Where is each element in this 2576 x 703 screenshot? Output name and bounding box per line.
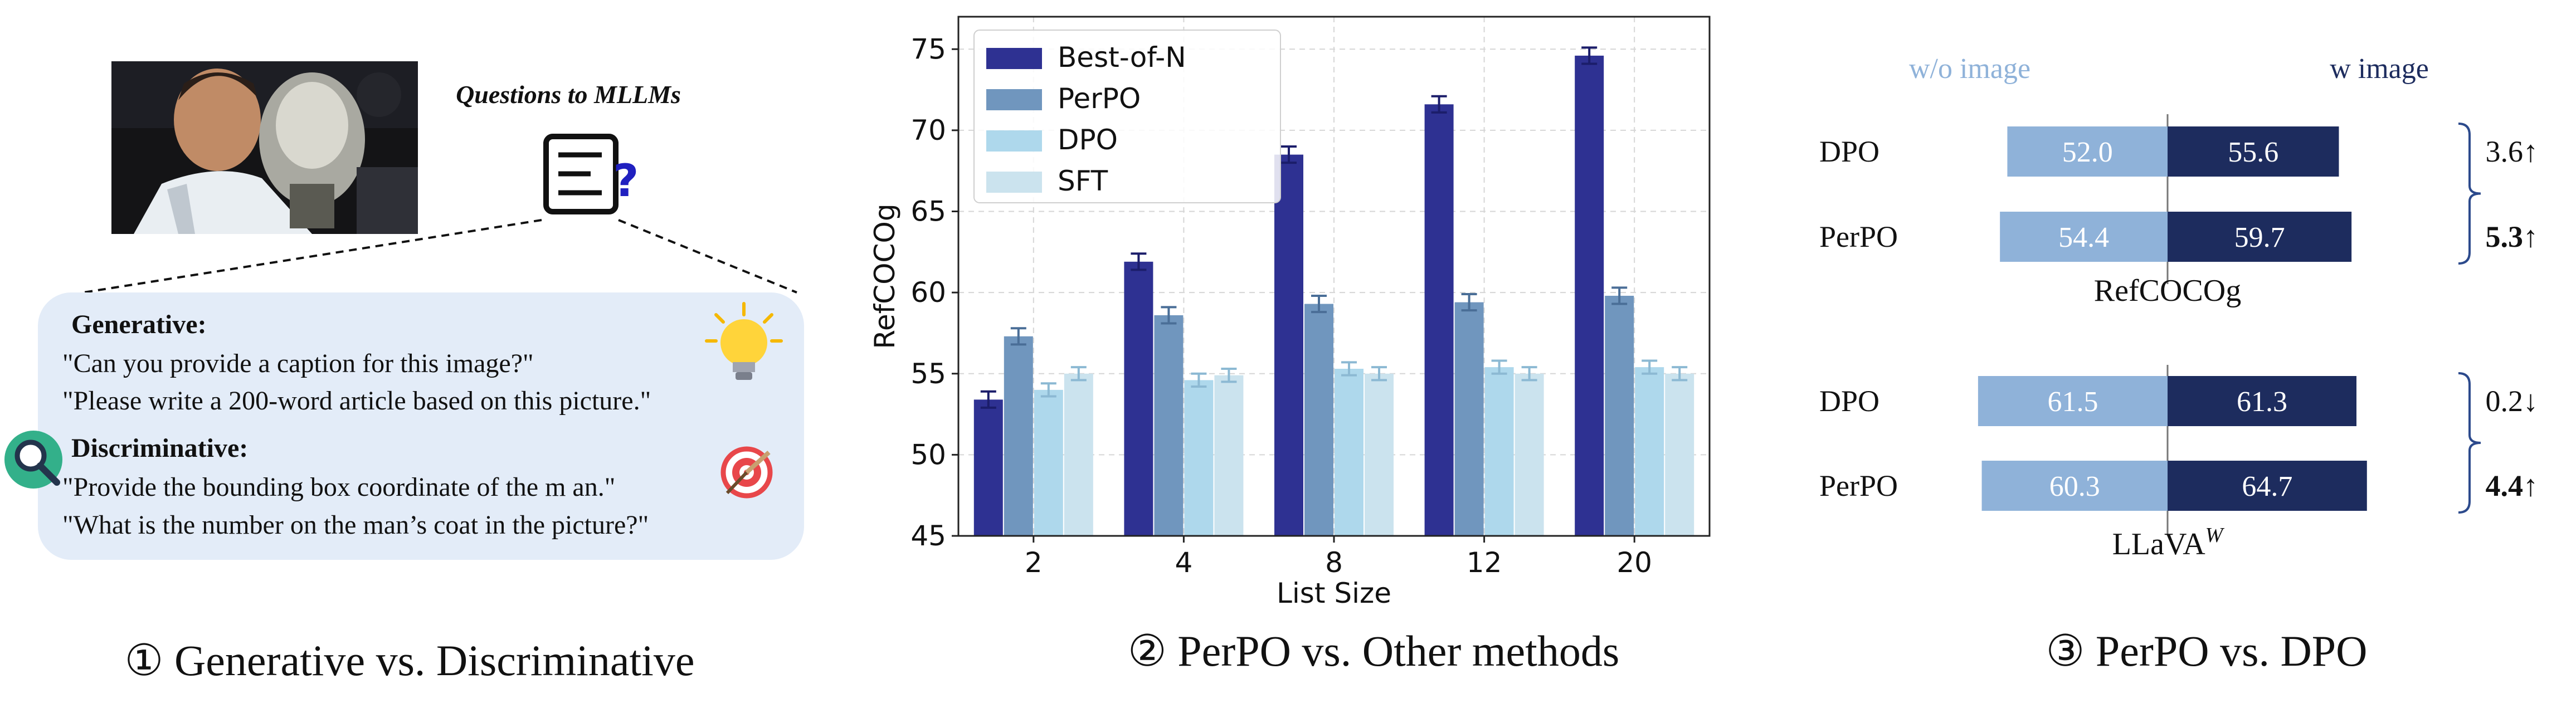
- bar-without-image: [2007, 126, 2168, 177]
- group-label: RefCOCOg: [2094, 274, 2241, 308]
- discriminative-heading: Discriminative:: [71, 433, 248, 463]
- bar-without-image: [1981, 461, 2168, 511]
- x-tick-label: 4: [1175, 546, 1192, 579]
- legend-label: PerPO: [1058, 82, 1141, 115]
- bar: [1004, 336, 1033, 536]
- bar: [1575, 55, 1604, 536]
- bar-without-image: [1978, 376, 2168, 426]
- y-tick-label: 60: [910, 276, 946, 309]
- bar-with-image: [2168, 461, 2367, 511]
- bar: [1515, 373, 1544, 536]
- x-tick-label: 8: [1325, 546, 1343, 579]
- group-label: LLaVAW: [2112, 524, 2225, 562]
- value-label-without-image: 61.5: [2047, 386, 2098, 418]
- legend-box: [973, 30, 1281, 203]
- bar: [1605, 295, 1634, 536]
- value-label-with-image: 61.3: [2237, 386, 2287, 418]
- y-tick-label: 65: [910, 196, 946, 228]
- generative-heading: Generative:: [71, 310, 207, 339]
- x-tick-label: 12: [1467, 546, 1502, 579]
- bar: [1484, 367, 1514, 536]
- panel2-caption: ② PerPO vs. Other methods: [1128, 627, 1619, 675]
- bar: [1154, 315, 1184, 536]
- target-icon: [720, 446, 773, 499]
- group-label-superscript: W: [2205, 524, 2225, 547]
- y-tick-label: 55: [910, 358, 946, 390]
- x-tick-label: 2: [1025, 546, 1043, 579]
- bar: [1335, 369, 1364, 536]
- bar: [1184, 380, 1214, 536]
- row-label: PerPO: [1819, 220, 1898, 253]
- questions-title: Questions to MLLMs: [456, 80, 681, 109]
- y-tick-label: 45: [910, 520, 946, 552]
- bar: [1454, 302, 1484, 536]
- row-label: DPO: [1819, 135, 1879, 168]
- bar-without-image: [2000, 212, 2168, 262]
- y-tick-label: 50: [910, 438, 946, 471]
- row-label: DPO: [1819, 384, 1879, 418]
- generative-question-2: "Please write a 200-word article based o…: [62, 386, 651, 416]
- bar: [1365, 373, 1394, 536]
- left-header: w/o image: [1909, 53, 2030, 85]
- generative-question-1: "Can you provide a caption for this imag…: [62, 349, 534, 378]
- panel-perpo-vs-dpo: w/o image w image 52.0 55.6 DPO 3.6↑ 54.4 59.7 P…: [1819, 53, 2538, 675]
- bar-with-image: [2168, 212, 2352, 262]
- bar: [1635, 367, 1664, 536]
- lightbulb-icon: [705, 302, 783, 380]
- value-label-with-image: 64.7: [2242, 471, 2292, 502]
- bar: [1665, 373, 1694, 536]
- bar: [1304, 304, 1333, 536]
- legend-label: DPO: [1058, 124, 1118, 156]
- value-label-with-image: 59.7: [2234, 222, 2285, 253]
- diverging-bar-chart: w/o image w image 52.0 55.6 DPO 3.6↑ 54.4 59.7 P…: [1819, 53, 2538, 562]
- document-question-icon: ?: [543, 134, 639, 214]
- bar: [1214, 375, 1244, 536]
- dashed-connector-left: [83, 219, 542, 294]
- delta-label: 3.6↑: [2486, 135, 2539, 168]
- legend-swatch: [986, 172, 1042, 193]
- x-axis-label: List Size: [1277, 577, 1391, 609]
- legend-swatch: [986, 89, 1042, 110]
- value-label-without-image: 54.4: [2058, 222, 2109, 253]
- bar-with-image: [2168, 376, 2356, 426]
- bar: [1274, 154, 1303, 536]
- delta-label: 0.2↓: [2486, 384, 2539, 418]
- value-label-without-image: 52.0: [2062, 136, 2113, 168]
- y-tick-label: 70: [910, 114, 946, 147]
- y-tick-label: 75: [910, 33, 946, 65]
- bar: [1124, 261, 1153, 536]
- magnifier-icon: [4, 431, 62, 489]
- grouped-bar-chart: 45 50 55 60 65 70 75 2 4 8 12 20 List Size RefCOCOg Be…: [869, 16, 1711, 609]
- discriminative-question-2: "What is the number on the man’s coat in…: [62, 510, 649, 540]
- bar: [1064, 373, 1093, 536]
- panel-generative-vs-discriminative: Questions to MLLMs ? Generative: "Can yo…: [4, 61, 804, 685]
- dashed-connector-right: [618, 219, 797, 294]
- row-label: PerPO: [1819, 469, 1898, 502]
- panel-perpo-vs-other-methods: 45 50 55 60 65 70 75 2 4 8 12 20 List Size RefCOCOg Be…: [869, 16, 1711, 675]
- bar: [1424, 104, 1454, 536]
- delta-label: 4.4↑: [2486, 469, 2539, 502]
- legend-swatch: [986, 48, 1042, 69]
- bar: [973, 399, 1003, 536]
- value-label-with-image: 55.6: [2228, 136, 2278, 168]
- delta-label: 5.3↑: [2486, 220, 2539, 253]
- question-box: [38, 292, 804, 560]
- value-label-without-image: 60.3: [2049, 471, 2100, 502]
- legend-label: Best-of-N: [1058, 41, 1186, 74]
- legend-swatch: [986, 130, 1042, 152]
- legend-label: SFT: [1058, 165, 1108, 197]
- bar-with-image: [2168, 126, 2339, 177]
- bar: [1034, 389, 1063, 536]
- x-tick-label: 20: [1616, 546, 1652, 579]
- bracket: [2458, 372, 2481, 514]
- panel1-caption: ① Generative vs. Discriminative: [125, 636, 695, 685]
- discriminative-question-1: "Provide the bounding box coordinate of …: [62, 472, 615, 502]
- bracket: [2458, 123, 2481, 265]
- photo-of-tennis-player: [111, 61, 418, 234]
- panel3-caption: ③ PerPO vs. DPO: [2046, 627, 2367, 675]
- y-axis-label: RefCOCOg: [869, 203, 901, 349]
- svg-text:?: ?: [613, 155, 639, 207]
- right-header: w image: [2330, 53, 2429, 85]
